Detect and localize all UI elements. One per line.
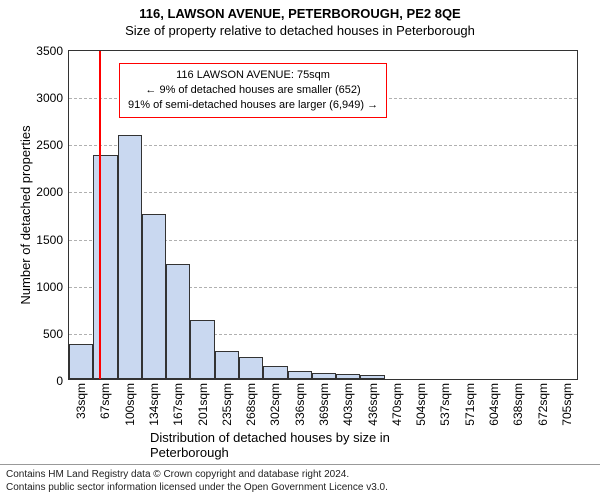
grid-line (69, 192, 577, 193)
x-tick-label: 302sqm (268, 383, 282, 426)
histogram-bar (336, 374, 360, 379)
y-axis-label: Number of detached properties (18, 125, 33, 304)
x-tick-label: 436sqm (366, 383, 380, 426)
x-axis-label: Distribution of detached houses by size … (150, 430, 450, 460)
x-tick-label: 705sqm (560, 383, 574, 426)
y-tick-label: 3000 (36, 91, 63, 105)
histogram-bar (312, 373, 336, 379)
x-tick-label: 369sqm (317, 383, 331, 426)
x-tick-label: 604sqm (487, 383, 501, 426)
histogram-bar (360, 375, 384, 379)
x-tick-label: 672sqm (536, 383, 550, 426)
histogram-bar (93, 155, 117, 379)
y-tick-label: 500 (43, 327, 63, 341)
x-tick-label: 638sqm (511, 383, 525, 426)
y-tick-label: 0 (56, 374, 63, 388)
page-title: 116, LAWSON AVENUE, PETERBOROUGH, PE2 8Q… (0, 0, 600, 21)
page-subtitle: Size of property relative to detached ho… (0, 21, 600, 38)
histogram-bar (142, 214, 166, 379)
x-tick-label: 201sqm (196, 383, 210, 426)
annotation-line: 91% of semi-detached houses are larger (… (128, 98, 378, 113)
histogram-bar (69, 344, 93, 379)
footer-line-2: Contains public sector information licen… (6, 482, 594, 495)
x-tick-label: 67sqm (98, 383, 112, 419)
x-tick-label: 33sqm (74, 383, 88, 419)
x-tick-label: 403sqm (341, 383, 355, 426)
chart-plot-area: 050010001500200025003000350033sqm67sqm10… (68, 50, 578, 380)
x-tick-label: 100sqm (123, 383, 137, 426)
annotation-box: 116 LAWSON AVENUE: 75sqm← 9% of detached… (119, 63, 387, 118)
grid-line (69, 145, 577, 146)
x-tick-label: 235sqm (220, 383, 234, 426)
x-tick-label: 571sqm (463, 383, 477, 426)
histogram-bar (239, 357, 263, 379)
histogram-bar (288, 371, 312, 379)
footer: Contains HM Land Registry data © Crown c… (0, 464, 600, 500)
x-tick-label: 134sqm (147, 383, 161, 426)
footer-line-1: Contains HM Land Registry data © Crown c… (6, 469, 594, 482)
histogram-bar (263, 366, 287, 379)
histogram-bar (215, 351, 239, 379)
y-tick-label: 2000 (36, 185, 63, 199)
x-tick-label: 268sqm (244, 383, 258, 426)
histogram-bar (166, 264, 190, 379)
x-tick-label: 167sqm (171, 383, 185, 426)
histogram-bar (118, 135, 142, 379)
histogram-bar (190, 320, 214, 379)
y-tick-label: 3500 (36, 44, 63, 58)
y-tick-label: 1500 (36, 233, 63, 247)
x-tick-label: 336sqm (293, 383, 307, 426)
y-tick-label: 2500 (36, 138, 63, 152)
y-tick-label: 1000 (36, 280, 63, 294)
x-tick-label: 537sqm (438, 383, 452, 426)
x-tick-label: 504sqm (414, 383, 428, 426)
property-size-marker (99, 51, 101, 379)
annotation-line: ← 9% of detached houses are smaller (652… (128, 83, 378, 98)
annotation-line: 116 LAWSON AVENUE: 75sqm (128, 68, 378, 83)
x-tick-label: 470sqm (390, 383, 404, 426)
